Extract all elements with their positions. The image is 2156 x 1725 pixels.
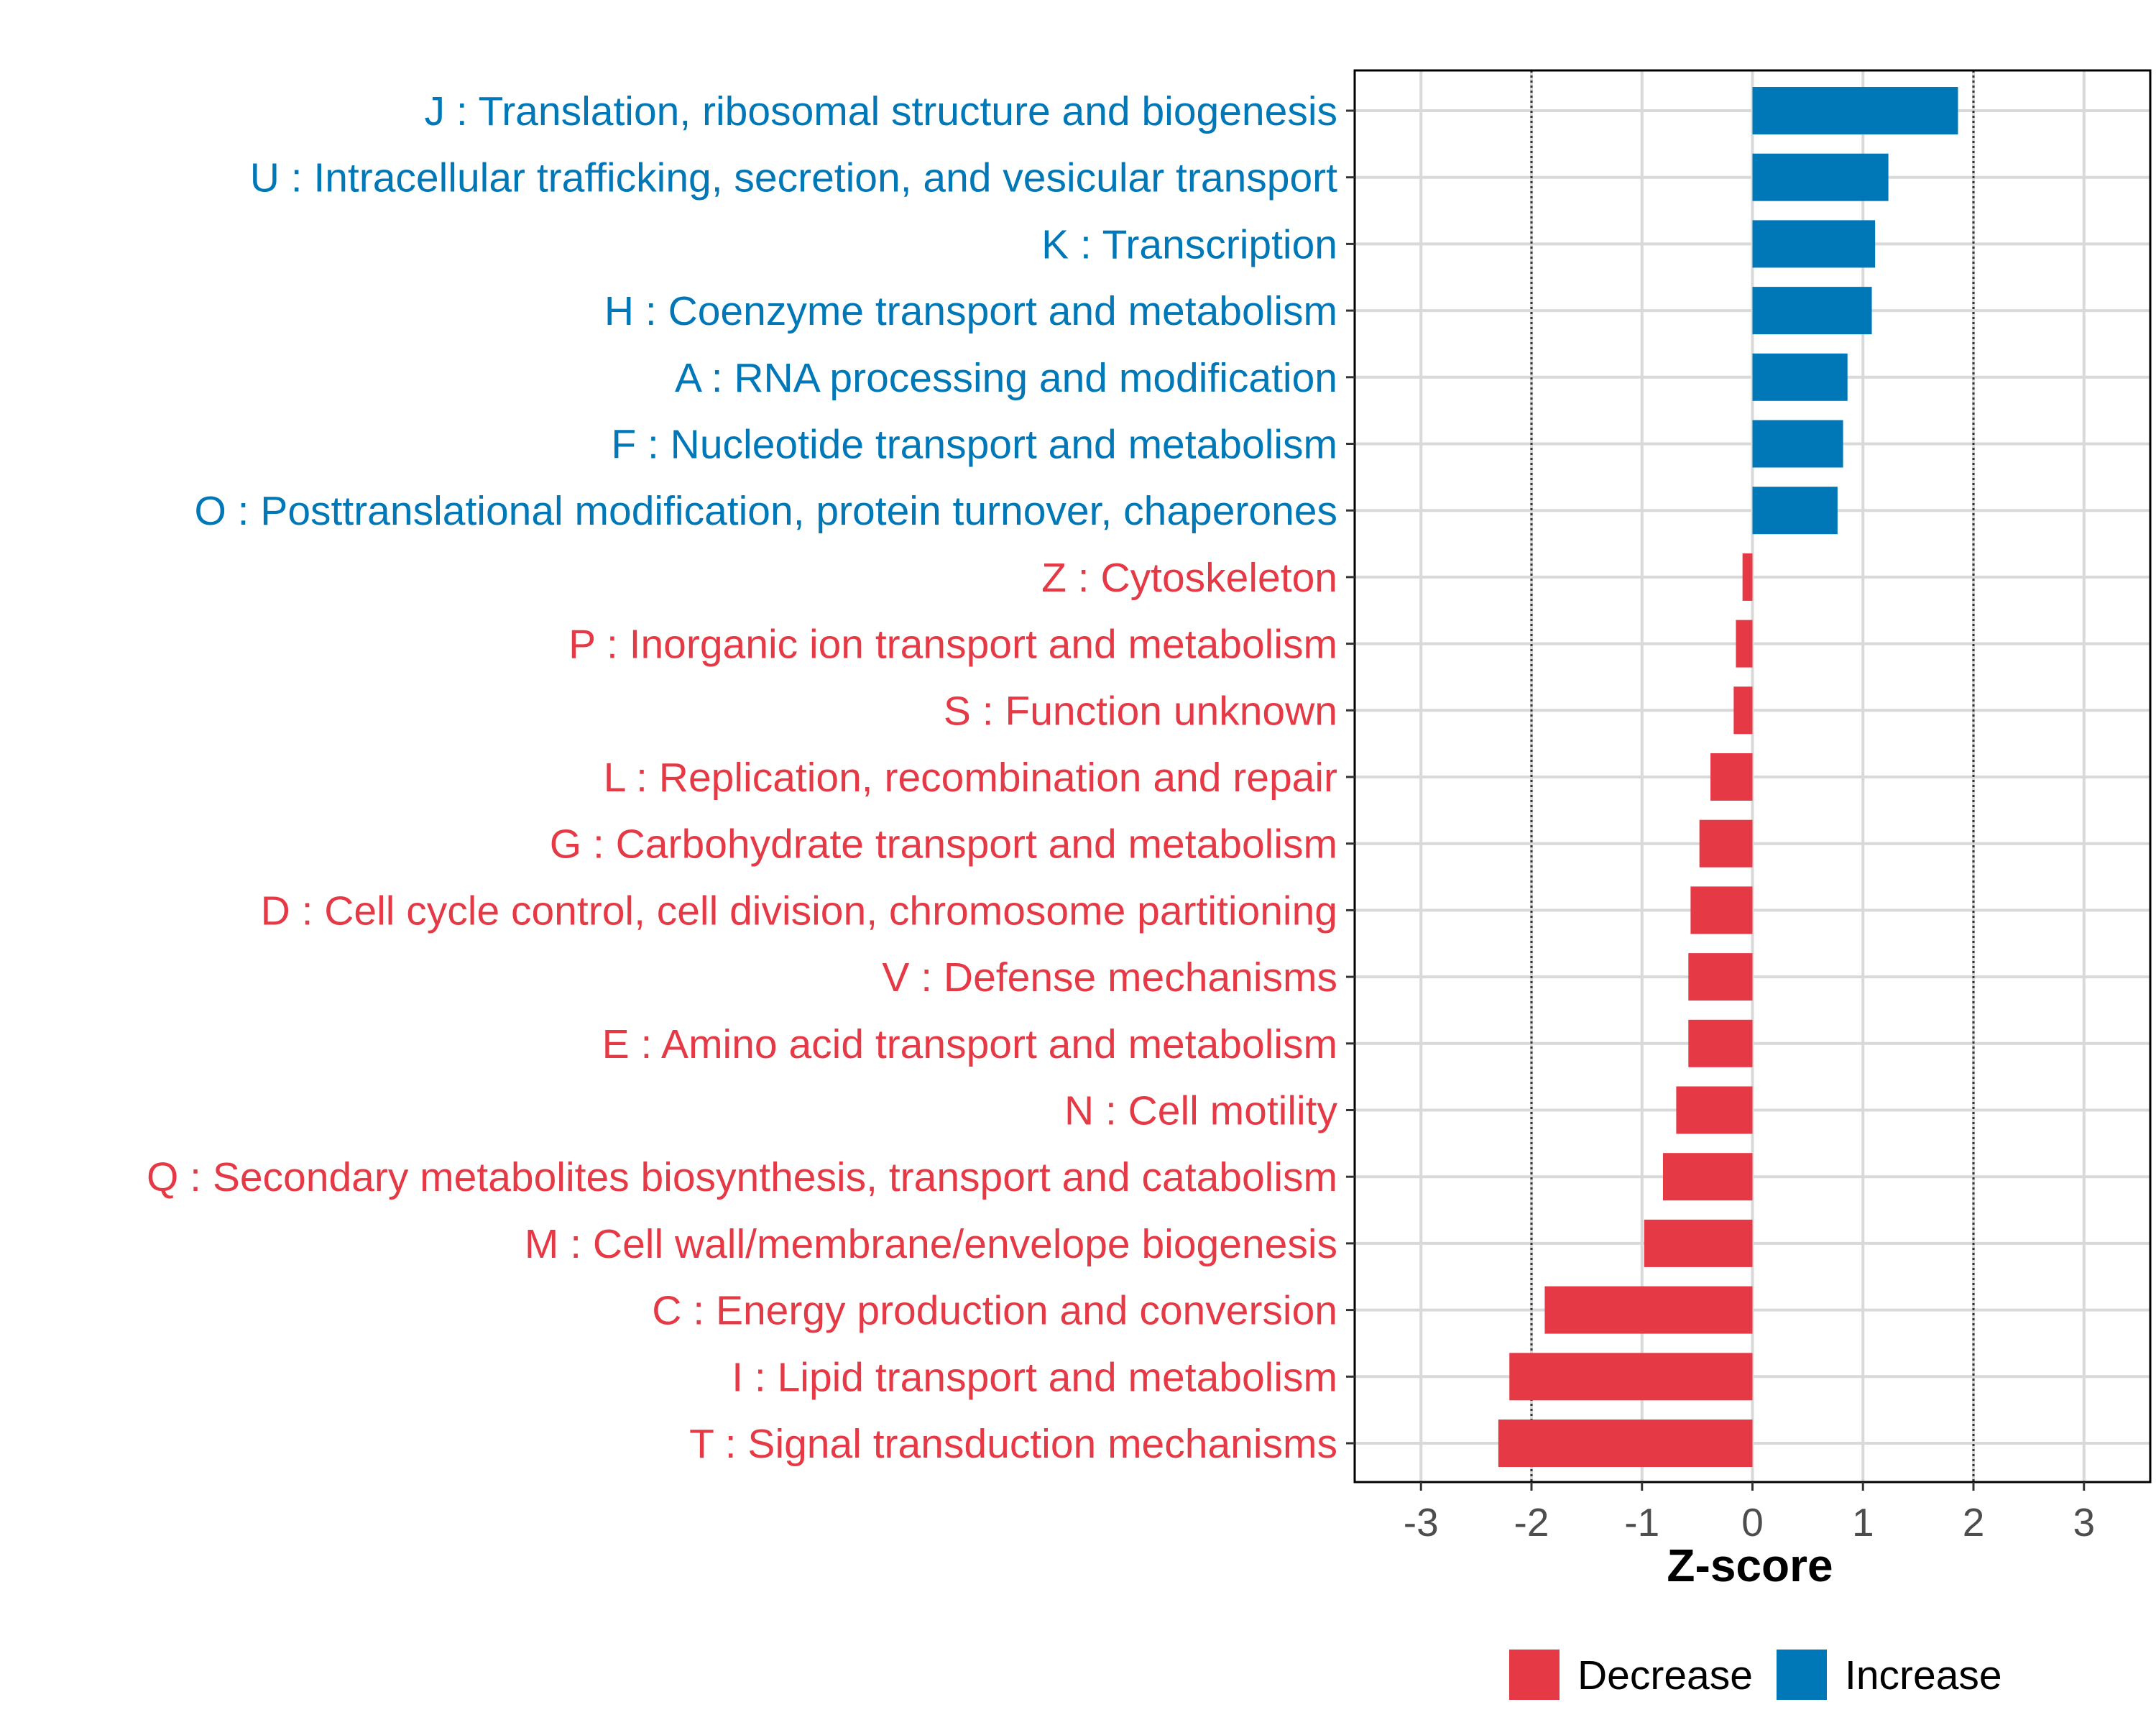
bar — [1736, 620, 1753, 668]
x-tick-label: 1 — [1852, 1500, 1874, 1545]
y-tick-label: N : Cell motility — [1064, 1088, 1338, 1134]
y-tick-label: Q : Secondary metabolites biosynthesis, … — [147, 1154, 1337, 1200]
y-tick-label: L : Replication, recombination and repai… — [604, 755, 1337, 801]
y-tick-label: V : Defense mechanisms — [882, 954, 1337, 1000]
bar — [1752, 87, 1958, 134]
reference-lines — [1530, 70, 1975, 1482]
bar — [1544, 1286, 1753, 1334]
bar — [1752, 287, 1872, 335]
bar — [1676, 1086, 1753, 1134]
x-tick-label: 3 — [2073, 1500, 2095, 1545]
bar — [1752, 487, 1838, 535]
x-axis-title: Z-score — [1667, 1540, 1833, 1591]
bar — [1752, 353, 1848, 401]
y-tick-label: S : Function unknown — [944, 688, 1337, 734]
bar — [1699, 819, 1753, 868]
legend-swatch — [1509, 1650, 1560, 1700]
y-tick-label: C : Energy production and conversion — [652, 1288, 1337, 1334]
x-ticks: -3 -2 -1 0 1 2 3 — [1404, 1482, 2095, 1545]
y-ticks: J : Translation, ribosomal structure and… — [147, 88, 1355, 1467]
y-tick-label: J : Translation, ribosomal structure and… — [425, 88, 1337, 134]
x-tick-label: 2 — [1963, 1500, 1985, 1545]
bar — [1690, 886, 1753, 934]
y-tick-label: P : Inorganic ion transport and metaboli… — [568, 622, 1337, 668]
y-tick-label: U : Intracellular trafficking, secretion… — [250, 155, 1337, 201]
y-tick-label: I : Lipid transport and metabolism — [732, 1354, 1337, 1400]
y-tick-label: K : Transcription — [1041, 221, 1337, 267]
bar — [1710, 753, 1753, 801]
bars — [1498, 87, 1958, 1467]
y-tick-label: T : Signal transduction mechanisms — [689, 1421, 1337, 1467]
y-tick-label: A : RNA processing and modification — [675, 355, 1337, 401]
x-tick-label: -2 — [1514, 1500, 1549, 1545]
y-tick-label: D : Cell cycle control, cell division, c… — [261, 888, 1337, 934]
y-tick-label: O : Posttranslational modification, prot… — [194, 488, 1337, 534]
bar — [1644, 1219, 1753, 1267]
y-tick-label: H : Coenzyme transport and metabolism — [604, 288, 1337, 334]
bar — [1752, 153, 1889, 201]
y-tick-label: E : Amino acid transport and metabolism — [602, 1021, 1337, 1067]
legend-swatch — [1777, 1650, 1827, 1700]
bar — [1752, 220, 1876, 268]
y-tick-label: Z : Cytoskeleton — [1041, 555, 1337, 601]
bar — [1733, 686, 1753, 735]
x-tick-label: 0 — [1741, 1500, 1764, 1545]
bar — [1509, 1353, 1753, 1401]
x-tick-label: -3 — [1404, 1500, 1439, 1545]
bar — [1498, 1420, 1753, 1467]
bar — [1742, 553, 1753, 601]
legend-label: Decrease — [1577, 1652, 1753, 1698]
bar — [1688, 953, 1753, 1001]
legend: Decrease Increase — [1509, 1650, 2002, 1700]
x-tick-label: -1 — [1624, 1500, 1659, 1545]
bar — [1688, 1019, 1753, 1067]
y-tick-label: F : Nucleotide transport and metabolism — [611, 422, 1337, 468]
legend-label: Increase — [1845, 1652, 2002, 1698]
bar — [1752, 420, 1843, 468]
bar — [1662, 1153, 1753, 1201]
y-tick-label: G : Carbohydrate transport and metabolis… — [550, 822, 1337, 868]
y-tick-label: M : Cell wall/membrane/envelope biogenes… — [525, 1221, 1337, 1267]
